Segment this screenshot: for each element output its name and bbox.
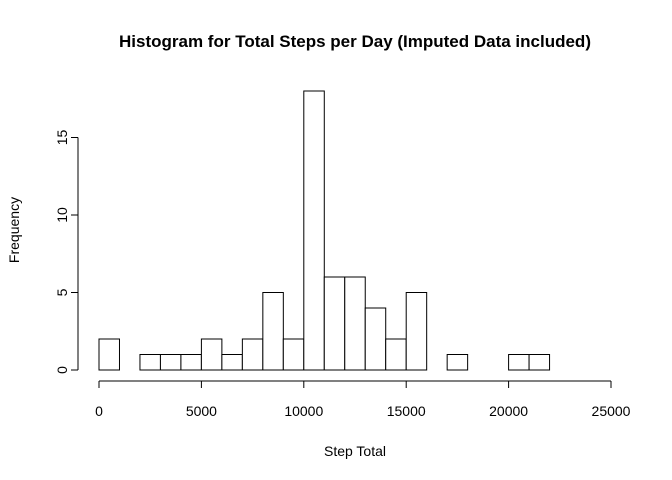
x-tick-label: 10000 — [284, 403, 323, 419]
chart-title: Histogram for Total Steps per Day (Imput… — [119, 32, 591, 51]
histogram-bar — [241, 338, 264, 371]
x-axis: 0 5000 10000 15000 20000 25000 — [95, 380, 631, 419]
y-tick-label: 15 — [54, 130, 70, 146]
histogram-bar — [139, 354, 161, 371]
y-tick-label: 5 — [54, 288, 70, 296]
x-tick-label: 25000 — [592, 403, 631, 419]
histogram-bar — [405, 292, 428, 371]
x-tick-label: 20000 — [489, 403, 528, 419]
histogram-bar — [282, 338, 305, 371]
histogram-bar — [221, 354, 243, 371]
y-tick-label: 10 — [54, 207, 70, 223]
histogram-bar — [528, 354, 551, 371]
x-axis-label: Step Total — [324, 443, 386, 459]
histogram-bar — [364, 307, 387, 371]
histogram-bar — [385, 338, 407, 371]
histogram-bar — [344, 276, 366, 371]
y-axis-label: Frequency — [6, 197, 22, 263]
histogram-bar — [508, 354, 530, 371]
histogram-bar — [98, 338, 120, 371]
histogram-bar — [446, 354, 469, 371]
histogram-bar — [180, 354, 202, 371]
y-axis: 0 5 10 15 — [54, 130, 79, 374]
histogram-bar — [323, 276, 346, 371]
y-tick-label: 0 — [54, 366, 70, 374]
x-tick-label: 5000 — [186, 403, 217, 419]
histogram-bar — [262, 292, 284, 371]
x-tick-label: 0 — [95, 403, 103, 419]
bars-group — [98, 90, 551, 371]
histogram-bar — [159, 354, 182, 371]
histogram-bar — [303, 90, 325, 371]
x-tick-label: 15000 — [387, 403, 426, 419]
histogram-bar — [200, 338, 223, 371]
